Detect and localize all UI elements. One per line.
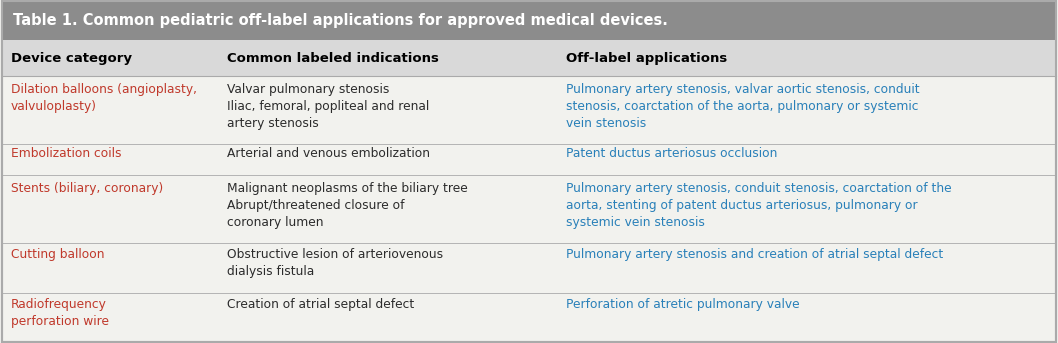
- Text: Embolization coils: Embolization coils: [11, 147, 121, 161]
- Text: Cutting balloon: Cutting balloon: [11, 248, 104, 261]
- Text: Pulmonary artery stenosis and creation of atrial septal defect: Pulmonary artery stenosis and creation o…: [566, 248, 944, 261]
- Text: Arterial and venous embolization: Arterial and venous embolization: [227, 147, 431, 161]
- Text: Perforation of atretic pulmonary valve: Perforation of atretic pulmonary valve: [566, 298, 800, 311]
- Text: Malignant neoplasms of the biliary tree
Abrupt/threatened closure of
coronary lu: Malignant neoplasms of the biliary tree …: [227, 182, 469, 228]
- Text: Valvar pulmonary stenosis
Iliac, femoral, popliteal and renal
artery stenosis: Valvar pulmonary stenosis Iliac, femoral…: [227, 83, 430, 130]
- Text: Obstructive lesion of arteriovenous
dialysis fistula: Obstructive lesion of arteriovenous dial…: [227, 248, 443, 278]
- Text: Device category: Device category: [11, 52, 131, 64]
- FancyBboxPatch shape: [2, 40, 1056, 76]
- Text: Common labeled indications: Common labeled indications: [227, 52, 439, 64]
- Text: Pulmonary artery stenosis, valvar aortic stenosis, conduit
stenosis, coarctation: Pulmonary artery stenosis, valvar aortic…: [566, 83, 919, 130]
- Text: Patent ductus arteriosus occlusion: Patent ductus arteriosus occlusion: [566, 147, 778, 161]
- Text: Pulmonary artery stenosis, conduit stenosis, coarctation of the
aorta, stenting : Pulmonary artery stenosis, conduit steno…: [566, 182, 951, 228]
- Text: Off-label applications: Off-label applications: [566, 52, 727, 64]
- Text: Creation of atrial septal defect: Creation of atrial septal defect: [227, 298, 415, 311]
- Text: Table 1. Common pediatric off-label applications for approved medical devices.: Table 1. Common pediatric off-label appl…: [13, 13, 668, 28]
- FancyBboxPatch shape: [2, 1, 1056, 40]
- Text: Radiofrequency
perforation wire: Radiofrequency perforation wire: [11, 298, 109, 328]
- Text: Stents (biliary, coronary): Stents (biliary, coronary): [11, 182, 163, 195]
- Text: Dilation balloons (angioplasty,
valvuloplasty): Dilation balloons (angioplasty, valvulop…: [11, 83, 197, 113]
